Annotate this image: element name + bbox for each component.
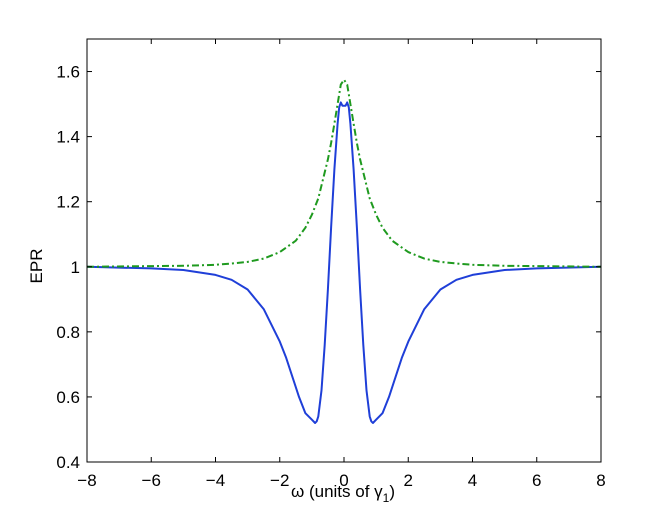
x-tick-label: −4 bbox=[206, 471, 225, 490]
y-axis-ticks: 0.4 0.6 0.8 1 1.2 1.4 1.6 bbox=[56, 63, 601, 472]
x-axis-label-main: ω (units of γ bbox=[291, 482, 383, 501]
y-tick-label: 0.8 bbox=[56, 323, 80, 342]
x-tick-label: −2 bbox=[270, 471, 289, 490]
y-tick-label: 1 bbox=[71, 258, 80, 277]
y-tick-label: 1.2 bbox=[56, 193, 80, 212]
series-line-dash-dot bbox=[86, 78, 602, 268]
series-line-solid bbox=[86, 101, 602, 424]
x-tick-label: −6 bbox=[142, 471, 161, 490]
x-tick-label: 0 bbox=[339, 471, 348, 490]
x-axis-ticks: −8 −6 −4 −2 0 2 4 6 8 bbox=[77, 39, 606, 490]
x-axis-label-subscript: 1 bbox=[383, 491, 390, 505]
x-axis-label-close: ) bbox=[389, 482, 395, 501]
y-axis-label: EPR bbox=[27, 249, 46, 284]
y-tick-label: 0.6 bbox=[56, 388, 80, 407]
x-tick-label: 6 bbox=[532, 471, 541, 490]
x-tick-label: 2 bbox=[404, 471, 413, 490]
y-tick-label: 1.4 bbox=[56, 128, 80, 147]
x-axis-label: ω (units of γ1) bbox=[291, 482, 395, 505]
y-tick-label: 0.4 bbox=[56, 453, 80, 472]
x-tick-label: −8 bbox=[77, 471, 96, 490]
plot-lines bbox=[86, 78, 602, 424]
x-tick-label: 4 bbox=[468, 471, 477, 490]
y-tick-label: 1.6 bbox=[56, 63, 80, 82]
x-tick-label: 8 bbox=[596, 471, 605, 490]
